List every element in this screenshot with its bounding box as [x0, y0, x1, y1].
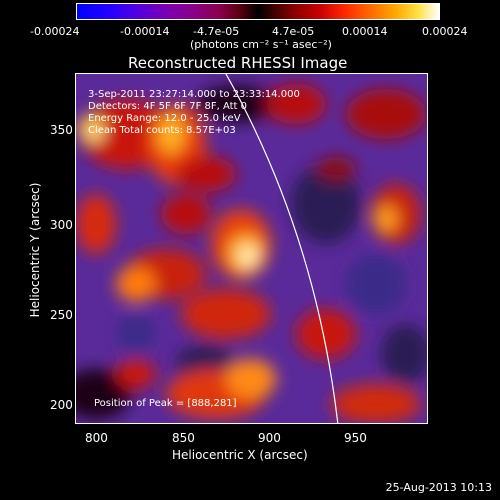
- y-tick-label: 200: [50, 398, 73, 412]
- colorbar-tick: -4.7e-05: [193, 25, 240, 38]
- colorbar-tick: 4.7e-05: [272, 25, 315, 38]
- annotation-energy: Energy Range: 12.0 - 25.0 keV: [88, 113, 241, 124]
- solar-limb-line: [225, 74, 339, 423]
- colorbar-tick: -0.00014: [120, 25, 170, 38]
- colorbar-unit-label: (photons cm⁻² s⁻¹ asec⁻²): [190, 38, 332, 51]
- x-tick-label: 850: [172, 431, 195, 445]
- x-axis-label: Heliocentric X (arcsec): [172, 448, 308, 462]
- annotation-peak: Position of Peak = [888,281]: [94, 398, 237, 409]
- colorbar: [76, 3, 440, 20]
- colorbar-tick: 0.00024: [422, 25, 468, 38]
- annotation-detectors: Detectors: 4F 5F 6F 7F 8F, Att 0: [88, 101, 248, 112]
- colorbar-tick: -0.00024: [30, 25, 80, 38]
- rhessi-image: [75, 73, 428, 424]
- annotation-method: Clean Total counts: 8.57E+03: [88, 125, 236, 136]
- x-tick-label: 900: [258, 431, 281, 445]
- y-tick-label: 300: [50, 218, 73, 232]
- y-tick-label: 350: [50, 123, 73, 137]
- annotation-time: 3-Sep-2011 23:27:14.000 to 23:33:14.000: [88, 89, 300, 100]
- x-tick-label: 800: [85, 431, 108, 445]
- colorbar-tick: 0.00014: [342, 25, 388, 38]
- colorbar-gradient: [77, 4, 439, 19]
- plot-title: Reconstructed RHESSI Image: [128, 54, 348, 72]
- rhessi-image-canvas: [76, 74, 427, 423]
- timestamp: 25-Aug-2013 10:13: [385, 481, 492, 494]
- y-axis-label: Heliocentric Y (arcsec): [28, 182, 42, 318]
- y-tick-label: 250: [50, 308, 73, 322]
- x-tick-label: 950: [344, 431, 367, 445]
